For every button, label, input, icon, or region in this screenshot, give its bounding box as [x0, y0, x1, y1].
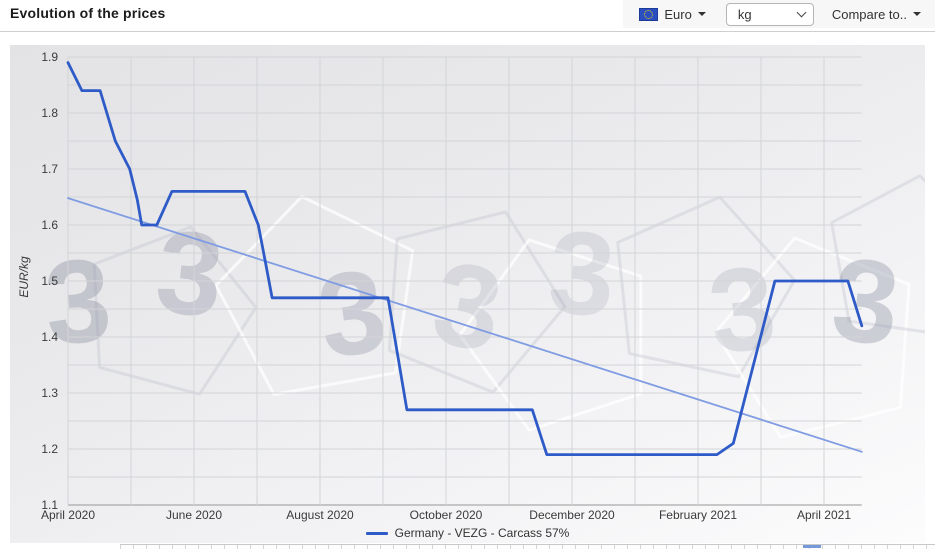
caret-down-icon	[697, 12, 706, 16]
eu-flag-icon	[639, 7, 659, 21]
svg-text:February 2021: February 2021	[659, 508, 737, 522]
svg-text:1.6: 1.6	[41, 218, 58, 232]
header-controls: Euro kg Compare to..	[623, 0, 935, 28]
svg-text:3: 3	[545, 206, 620, 342]
svg-text:1.8: 1.8	[41, 106, 58, 120]
legend-line-swatch	[365, 531, 388, 535]
svg-text:3: 3	[703, 241, 782, 379]
eu-stars-circle	[644, 9, 654, 19]
svg-text:3: 3	[311, 244, 394, 384]
series-line	[67, 197, 863, 453]
svg-text:October 2020: October 2020	[410, 508, 483, 522]
axis-labels: 1.1 1.2 1.3 1.4 1.5 1.6 1.7 1.8 1.9 April 2020 Jun…	[17, 50, 851, 522]
header: Evolution of the prices Euro kg Compare …	[0, 0, 935, 32]
svg-text:1.2: 1.2	[41, 442, 58, 456]
range-selector-handle[interactable]	[803, 545, 821, 548]
svg-text:1.9: 1.9	[41, 50, 58, 64]
svg-text:3: 3	[150, 205, 229, 343]
unit-value: kg	[737, 6, 752, 22]
currency-label: Euro	[664, 6, 692, 22]
legend-label: Germany - VEZG - Carcass 57%	[394, 526, 570, 540]
svg-text:1.5: 1.5	[41, 274, 58, 288]
caret-down-icon	[913, 12, 921, 16]
svg-text:April 2020: April 2020	[41, 508, 95, 522]
chart-legend: Germany - VEZG - Carcass 57%	[10, 525, 925, 541]
svg-text:December 2020: December 2020	[529, 508, 615, 522]
unit-select[interactable]: kg	[725, 2, 814, 26]
chart-canvas: 3 3 3 3 3 3 31.11.21.31.41.51.61.71.81.9April …	[17, 50, 925, 522]
currency-dropdown[interactable]: Euro	[631, 7, 715, 22]
price-chart: 3 3 3 3 3 3 3 1.1 1.2 1.3 1.4 1.5 1.6 1.7 1.8 1.9 April …	[10, 45, 925, 543]
svg-text:3: 3	[424, 236, 512, 377]
svg-text:3: 3	[826, 233, 905, 371]
compare-label: Compare to..	[831, 6, 907, 22]
range-selector-strip[interactable]	[120, 544, 935, 549]
chevron-down-icon	[796, 7, 807, 18]
y-axis-title: EUR/kg	[17, 256, 31, 298]
svg-text:June 2020: June 2020	[166, 508, 222, 522]
svg-text:1.4: 1.4	[41, 330, 58, 344]
gridlines	[67, 56, 862, 506]
svg-text:April 2021: April 2021	[797, 508, 851, 522]
page-title: Evolution of the prices	[10, 5, 166, 21]
svg-text:1.3: 1.3	[41, 386, 58, 400]
svg-text:3: 3	[41, 234, 116, 370]
compare-dropdown[interactable]: Compare to..	[824, 7, 927, 22]
series-line	[66, 61, 864, 457]
svg-text:1.7: 1.7	[41, 162, 58, 176]
svg-text:1.1: 1.1	[41, 498, 58, 512]
series-lines	[66, 61, 864, 457]
svg-text:August 2020: August 2020	[286, 508, 354, 522]
